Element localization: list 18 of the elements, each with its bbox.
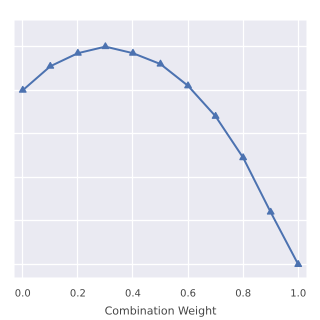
- x-tick-label: 0.6: [180, 288, 196, 300]
- x-tick-label: 0.0: [14, 288, 31, 300]
- point: [74, 48, 82, 56]
- point: [212, 112, 220, 119]
- x-axis-title: Combination Weight: [104, 304, 218, 318]
- point: [101, 42, 110, 50]
- point: [294, 260, 302, 267]
- point: [18, 86, 27, 93]
- x-tick-label: 0.4: [125, 288, 141, 300]
- point: [239, 153, 248, 160]
- x-tick-label: 0.8: [235, 288, 252, 300]
- x-tick-label: 0.2: [70, 288, 86, 300]
- point: [46, 62, 54, 69]
- point: [266, 208, 275, 215]
- point: [128, 48, 137, 56]
- x-tick-label: 1.0: [290, 288, 306, 300]
- point: [184, 81, 192, 88]
- point: [156, 60, 164, 67]
